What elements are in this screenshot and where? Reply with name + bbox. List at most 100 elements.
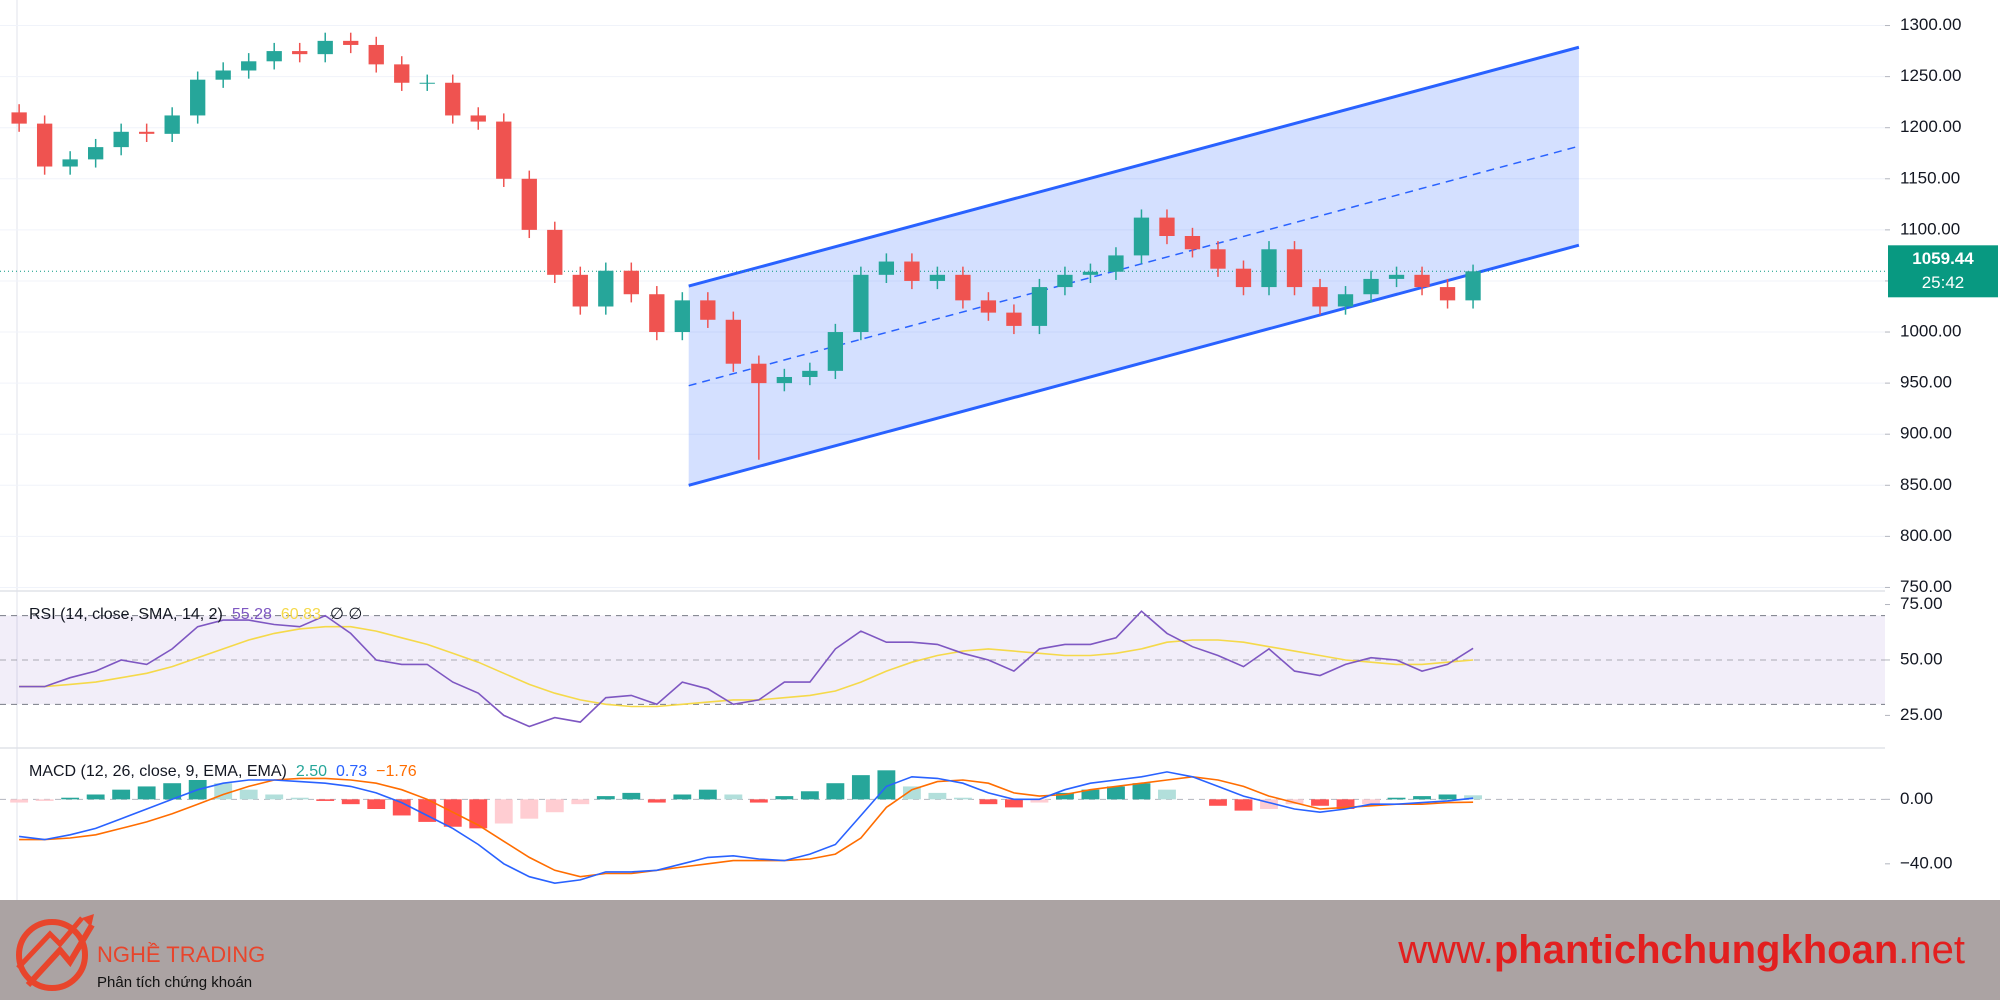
histogram-bar bbox=[112, 789, 131, 800]
candle-body bbox=[62, 159, 78, 167]
rsi-band bbox=[0, 615, 1885, 705]
y-tick-label: 750.00 bbox=[1900, 577, 1952, 596]
histogram-bar bbox=[698, 789, 717, 800]
candle-body bbox=[1439, 287, 1456, 301]
candle-body bbox=[547, 229, 563, 275]
histogram-bar bbox=[239, 789, 258, 800]
candle-body bbox=[1184, 236, 1201, 250]
candle-body bbox=[572, 274, 588, 307]
candle-body bbox=[649, 294, 665, 333]
candle-body bbox=[1312, 287, 1328, 307]
histogram-bar bbox=[367, 799, 386, 810]
candle-body bbox=[521, 178, 537, 230]
histogram-bar bbox=[214, 783, 233, 800]
histogram-bar bbox=[520, 799, 539, 819]
histogram-bar bbox=[1209, 799, 1227, 806]
price-tag bbox=[1888, 245, 1998, 298]
histogram-bar bbox=[10, 799, 29, 803]
histogram-bar bbox=[749, 799, 768, 803]
legend-item: RSI (14, close, SMA, 14, 2) bbox=[29, 606, 223, 623]
candle-body bbox=[1261, 249, 1277, 288]
url-name: phantichchungkhoan bbox=[1494, 928, 1898, 972]
indicator-legend: RSI (14, close, SMA, 14, 2) 55.28 60.83 ∅ ∅ bbox=[29, 606, 362, 623]
logo-arrowhead bbox=[82, 914, 94, 927]
y-tick-label: 1250.00 bbox=[1900, 66, 1961, 85]
histogram-bar bbox=[1158, 789, 1176, 800]
background bbox=[0, 0, 2000, 900]
candle-body bbox=[1363, 278, 1379, 295]
legend-item: MACD (12, 26, close, 9, EMA, EMA) bbox=[29, 763, 287, 780]
candle-body bbox=[598, 270, 614, 307]
y-tick-label: 0.00 bbox=[1900, 789, 1933, 808]
website: www.phantichchungkhoan.net bbox=[1397, 928, 1965, 972]
candle-body bbox=[343, 40, 359, 45]
histogram-bar bbox=[86, 794, 105, 800]
histogram-bar bbox=[290, 797, 309, 800]
channel-lower bbox=[688, 243, 1580, 487]
histogram-bar bbox=[1234, 799, 1253, 811]
y-tick-label: 850.00 bbox=[1900, 475, 1952, 494]
legend-item: 0.73 bbox=[336, 763, 367, 780]
logo-arrow bbox=[25, 923, 95, 988]
logo bbox=[16, 914, 95, 991]
histogram-bar bbox=[61, 797, 80, 800]
candle-body bbox=[1465, 271, 1481, 301]
histogram-bar bbox=[928, 792, 947, 800]
candle-body bbox=[215, 70, 231, 80]
candle-body bbox=[751, 363, 767, 384]
histogram-bar bbox=[775, 796, 794, 800]
y-tick-label: 1300.00 bbox=[1900, 15, 1961, 34]
candle-body bbox=[1414, 274, 1430, 288]
candle-body bbox=[776, 376, 793, 384]
candle-body bbox=[674, 300, 690, 333]
histogram-bar bbox=[1132, 783, 1151, 800]
candle-body bbox=[1082, 271, 1099, 275]
candle-body bbox=[1388, 274, 1405, 279]
candle-body bbox=[266, 51, 282, 62]
histogram-bar bbox=[341, 799, 360, 805]
histogram-bar bbox=[163, 783, 182, 800]
histogram-bar bbox=[1311, 799, 1329, 806]
candle-body bbox=[1031, 287, 1048, 326]
y-tick-label: 900.00 bbox=[1900, 424, 1952, 443]
histogram-bar bbox=[1285, 799, 1304, 805]
candle-body bbox=[700, 300, 716, 320]
y-tick-label: 1000.00 bbox=[1900, 322, 1961, 341]
price-tag-value: 1059.44 bbox=[1912, 249, 1974, 268]
candle-body bbox=[470, 115, 486, 122]
histogram-bar bbox=[137, 786, 156, 800]
histogram-bar bbox=[1107, 786, 1125, 800]
histogram-bar bbox=[622, 792, 641, 800]
candle-body bbox=[802, 370, 818, 377]
histogram-bar bbox=[1260, 799, 1278, 810]
candle-body bbox=[1235, 268, 1252, 288]
candle-body bbox=[853, 274, 869, 333]
candle-body bbox=[419, 82, 435, 84]
histogram-bar bbox=[953, 797, 972, 800]
y-tick-label: 1100.00 bbox=[1900, 219, 1960, 238]
series-line bbox=[19, 610, 1474, 728]
histogram-bar bbox=[826, 783, 845, 800]
price-tag-countdown: 25:42 bbox=[1922, 273, 1965, 292]
histogram-bar bbox=[851, 775, 870, 800]
candle-body bbox=[241, 61, 257, 71]
histogram-bar bbox=[1438, 794, 1457, 800]
histogram-bar bbox=[1030, 799, 1049, 803]
y-tick-label: 50.00 bbox=[1900, 649, 1943, 668]
candle-body bbox=[1006, 312, 1022, 326]
candle-body bbox=[1133, 217, 1150, 256]
indicator-legend: MACD (12, 26, close, 9, EMA, EMA) 2.50 0.7… bbox=[29, 763, 417, 780]
candle-body bbox=[139, 131, 155, 134]
logo-arrow bbox=[16, 916, 84, 970]
histogram-bar bbox=[979, 799, 998, 805]
candle-body bbox=[980, 300, 997, 313]
histogram-bar bbox=[1336, 799, 1355, 810]
candle-body bbox=[394, 64, 410, 83]
candle-body bbox=[1108, 255, 1124, 272]
histogram-bar bbox=[1004, 799, 1023, 808]
candle-body bbox=[445, 82, 461, 116]
plot-area bbox=[0, 25, 1885, 885]
candle-body bbox=[1057, 274, 1073, 288]
candle-body bbox=[164, 115, 180, 134]
